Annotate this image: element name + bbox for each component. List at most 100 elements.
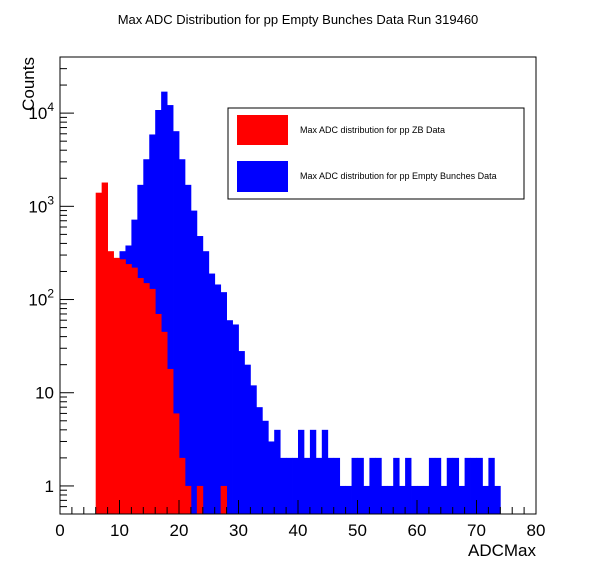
histogram-bar <box>309 429 317 514</box>
histogram-bar <box>250 385 257 514</box>
x-tick-label: 10 <box>110 521 129 540</box>
y-tick-label: 1 <box>45 477 54 496</box>
x-tick-label: 0 <box>55 521 64 540</box>
histogram-bar <box>315 457 323 514</box>
histogram-bar <box>190 210 198 514</box>
legend-label-blue: Max ADC distribution for pp Empty Bunche… <box>300 171 497 181</box>
histogram-bar <box>226 320 233 514</box>
histogram-bar <box>125 264 132 514</box>
histogram-bar <box>470 457 477 514</box>
histogram-bar <box>119 259 126 514</box>
histogram-bar <box>173 131 180 514</box>
histogram-bar <box>149 288 156 514</box>
histogram-bar <box>393 457 400 514</box>
histogram-bar <box>280 457 287 514</box>
histogram-bar <box>155 313 162 514</box>
histogram-bar <box>143 283 150 514</box>
y-tick-label: 102 <box>28 287 54 310</box>
histogram-bar <box>494 485 501 514</box>
histogram-bar <box>452 457 460 514</box>
legend-label-red: Max ADC distribution for pp ZB Data <box>300 125 445 135</box>
y-tick-label: 10 <box>35 384 54 403</box>
histogram-bar <box>268 441 275 514</box>
histogram-bar <box>422 485 430 514</box>
histogram-bar <box>107 251 114 514</box>
histogram-bar <box>375 457 382 514</box>
histogram-bar <box>274 429 281 514</box>
histogram-bar <box>220 292 227 514</box>
y-tick-label: 104 <box>28 100 54 123</box>
histogram-bar <box>238 351 245 514</box>
histogram-bar <box>220 485 227 514</box>
histogram-bar <box>161 331 168 514</box>
histogram-bar <box>357 457 364 514</box>
x-tick-label: 50 <box>348 521 367 540</box>
histogram-bar <box>167 105 174 514</box>
histogram-bar <box>256 407 263 514</box>
histogram-bar <box>184 485 192 514</box>
histogram-bar <box>292 457 299 514</box>
histogram-bar <box>339 485 346 514</box>
chart-title: Max ADC Distribution for pp Empty Bunche… <box>118 12 479 27</box>
x-tick-label: 70 <box>467 521 486 540</box>
histogram-bar <box>214 284 222 514</box>
series-1 <box>95 182 227 514</box>
histogram-bar <box>244 364 251 514</box>
histogram-bar <box>387 485 394 514</box>
histogram-bar <box>333 457 341 514</box>
x-axis-title: ADCMax <box>468 541 537 560</box>
histogram-bar <box>482 485 489 514</box>
histogram-bar <box>363 485 370 514</box>
histogram-bar <box>411 485 418 514</box>
histogram-bar <box>298 429 305 514</box>
legend: Max ADC distribution for pp ZB Data Max … <box>227 107 525 200</box>
x-tick-label: 40 <box>289 521 308 540</box>
y-axis-title: Counts <box>19 57 38 111</box>
legend-swatch-blue <box>237 161 288 192</box>
histogram-bar <box>173 413 180 514</box>
histogram-bar <box>381 485 388 514</box>
x-tick-label: 30 <box>229 521 248 540</box>
histogram-bar <box>113 257 120 514</box>
y-axis: 1 10 102 103 104 <box>28 56 74 515</box>
histogram-bar <box>405 457 412 514</box>
histogram-bar <box>196 236 204 514</box>
legend-swatch-red <box>237 115 288 145</box>
histogram-bar <box>303 457 311 514</box>
x-tick-label: 60 <box>408 521 427 540</box>
histogram-bar <box>208 273 216 514</box>
histogram-bar <box>327 457 335 514</box>
histogram-bar <box>155 110 162 514</box>
histogram-bar <box>458 485 465 514</box>
histogram-bar <box>179 159 186 515</box>
histogram-bar <box>446 457 454 514</box>
histogram-bar <box>417 485 424 514</box>
histogram-bar <box>476 457 483 514</box>
histogram-bar <box>131 267 138 514</box>
histogram-bar <box>161 91 168 514</box>
histogram-bar <box>399 485 406 514</box>
histogram-bar <box>434 457 442 514</box>
histogram-bar <box>137 278 144 514</box>
histogram-bar <box>369 457 376 514</box>
histogram-bar <box>428 457 436 514</box>
histogram-bar <box>196 485 204 514</box>
histogram-bar <box>321 429 329 514</box>
histogram-bar <box>488 457 495 514</box>
y-tick-label: 103 <box>28 193 54 216</box>
histogram-bar <box>202 251 210 514</box>
x-tick-label: 80 <box>527 521 546 540</box>
histogram-bar <box>179 457 186 514</box>
histogram-bar <box>351 457 358 514</box>
plot-bars <box>95 91 501 515</box>
histogram-bar <box>167 368 174 514</box>
histogram-bar <box>262 420 269 514</box>
histogram-bar <box>184 184 192 514</box>
histogram-bar <box>232 324 239 514</box>
histogram-bar <box>440 485 448 514</box>
x-tick-label: 20 <box>170 521 189 540</box>
x-axis: 0 10 20 30 40 50 60 70 80 <box>55 500 545 540</box>
histogram-bar <box>95 192 103 514</box>
histogram-bar <box>345 485 352 514</box>
